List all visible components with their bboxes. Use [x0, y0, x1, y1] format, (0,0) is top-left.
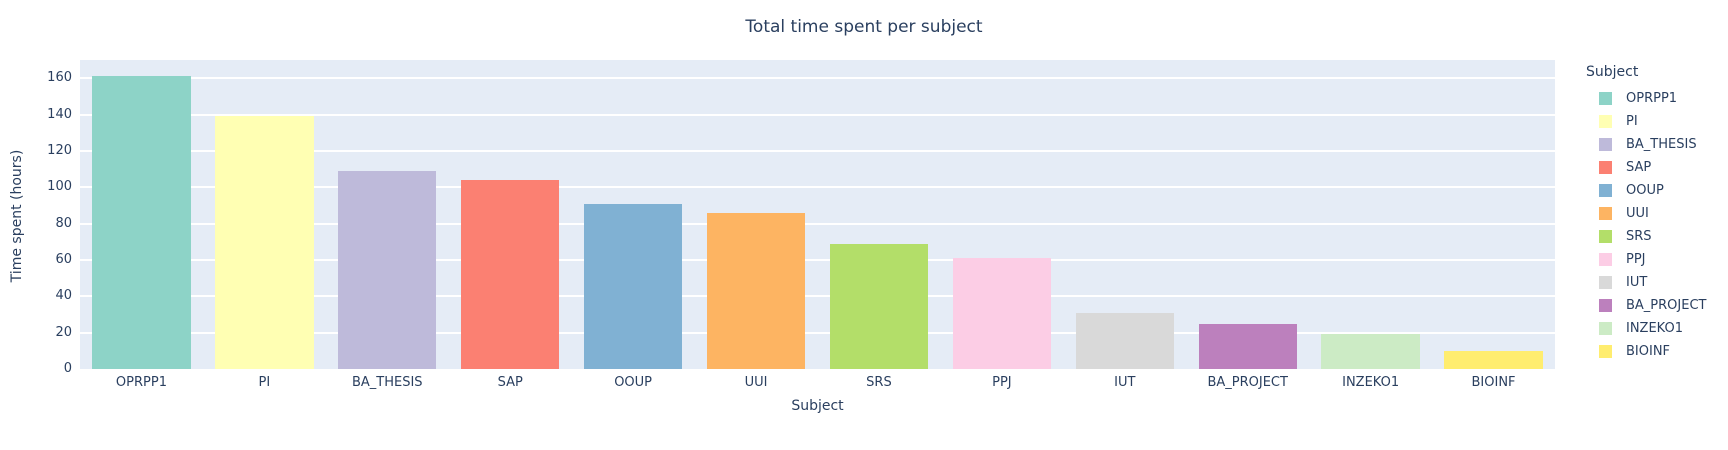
bar-SRS[interactable]: [829, 243, 929, 369]
y-tick-label-0: 0: [63, 361, 72, 376]
gridline-y-40: [80, 295, 1555, 298]
legend-swatch-INZEKO1: [1599, 322, 1612, 335]
gridline-y-100: [80, 186, 1555, 189]
legend: Subject OPRPP1 PI BA_THESIS SAP OOUP UUI SRS PP…: [1586, 64, 1706, 363]
legend-label-SRS: SRS: [1626, 229, 1652, 244]
gridline-y-20: [80, 331, 1555, 334]
gridline-y-160: [80, 77, 1555, 80]
x-tick-label-BIOINF: BIOINF: [1471, 375, 1516, 390]
x-tick-label-SRS: SRS: [866, 375, 892, 390]
legend-item-OOUP[interactable]: OOUP: [1586, 179, 1706, 202]
y-tick-label-20: 20: [55, 324, 72, 340]
legend-label-PI: PI: [1626, 114, 1638, 129]
legend-item-PI[interactable]: PI: [1586, 110, 1706, 133]
bar-PPJ[interactable]: [952, 258, 1052, 369]
bar-BA_PROJECT[interactable]: [1198, 323, 1297, 369]
x-tick-label-BA_THESIS: BA_THESIS: [351, 375, 423, 390]
y-axis-title: Time spent (hours): [9, 149, 25, 283]
bar-OPRPP1[interactable]: [92, 76, 191, 369]
bar-PI[interactable]: [215, 116, 314, 369]
bar-BA_THESIS[interactable]: [338, 170, 437, 369]
legend-swatch-OPRPP1: [1599, 92, 1612, 105]
legend-item-UUI[interactable]: UUI: [1586, 202, 1706, 225]
y-tick-label-160: 160: [47, 70, 72, 86]
bar-BIOINF[interactable]: [1444, 350, 1543, 369]
legend-label-IUT: IUT: [1626, 275, 1648, 290]
legend-item-INZEKO1[interactable]: INZEKO1: [1586, 317, 1706, 340]
bar-UUI[interactable]: [706, 212, 806, 369]
legend-label-BA_THESIS: BA_THESIS: [1626, 137, 1697, 152]
y-tick-label-120: 120: [47, 142, 72, 158]
legend-item-BA_THESIS[interactable]: BA_THESIS: [1586, 133, 1706, 156]
legend-swatch-PI: [1599, 115, 1612, 128]
x-tick-label-UUI: UUI: [744, 375, 768, 390]
legend-item-OPRPP1[interactable]: OPRPP1: [1586, 87, 1706, 110]
x-tick-label-OOUP: OOUP: [614, 375, 653, 390]
legend-swatch-BIOINF: [1599, 345, 1612, 358]
x-tick-label-SAP: SAP: [497, 375, 523, 390]
x-tick-label-BA_PROJECT: BA_PROJECT: [1207, 375, 1288, 390]
legend-item-SAP[interactable]: SAP: [1586, 156, 1706, 179]
legend-label-BIOINF: BIOINF: [1626, 344, 1671, 359]
y-tick-label-80: 80: [55, 215, 72, 231]
y-tick-label-140: 140: [47, 106, 72, 122]
legend-swatch-UUI: [1599, 207, 1612, 220]
chart-title: Total time spent per subject: [745, 17, 983, 37]
legend-label-SAP: SAP: [1626, 160, 1652, 175]
legend-label-PPJ: PPJ: [1626, 252, 1646, 267]
legend-swatch-BA_PROJECT: [1599, 299, 1612, 312]
x-tick-label-IUT: IUT: [1114, 375, 1136, 390]
legend-items: OPRPP1 PI BA_THESIS SAP OOUP UUI SRS PPJ IUT BA_P…: [1586, 87, 1706, 363]
x-tick-label-OPRPP1: OPRPP1: [115, 375, 167, 390]
legend-label-OOUP: OOUP: [1626, 183, 1664, 198]
plot-area[interactable]: [80, 60, 1555, 369]
bar-INZEKO1[interactable]: [1321, 334, 1420, 369]
legend-label-INZEKO1: INZEKO1: [1626, 321, 1683, 336]
legend-item-IUT[interactable]: IUT: [1586, 271, 1706, 294]
bar-IUT[interactable]: [1075, 312, 1174, 369]
bar-SAP[interactable]: [461, 179, 560, 369]
gridline-y-80: [80, 222, 1555, 225]
legend-swatch-PPJ: [1599, 253, 1612, 266]
x-tick-label-PPJ: PPJ: [992, 375, 1012, 390]
y-tick-label-60: 60: [55, 251, 72, 267]
legend-swatch-BA_THESIS: [1599, 138, 1612, 151]
y-tick-label-40: 40: [55, 288, 72, 304]
bar-OOUP[interactable]: [583, 203, 683, 369]
legend-title: Subject: [1586, 64, 1639, 80]
x-tick-label-PI: PI: [258, 375, 271, 390]
legend-item-BIOINF[interactable]: BIOINF: [1586, 340, 1706, 363]
gridline-y-140: [80, 113, 1555, 116]
legend-item-BA_PROJECT[interactable]: BA_PROJECT: [1586, 294, 1706, 317]
gridline-y-120: [80, 149, 1555, 152]
gridline-y-60: [80, 258, 1555, 261]
x-tick-label-INZEKO1: INZEKO1: [1342, 375, 1400, 390]
legend-swatch-SRS: [1599, 230, 1612, 243]
legend-swatch-IUT: [1599, 276, 1612, 289]
y-tick-label-100: 100: [47, 179, 72, 195]
legend-label-UUI: UUI: [1626, 206, 1649, 221]
legend-item-SRS[interactable]: SRS: [1586, 225, 1706, 248]
legend-label-OPRPP1: OPRPP1: [1626, 91, 1678, 106]
legend-swatch-SAP: [1599, 161, 1612, 174]
legend-item-PPJ[interactable]: PPJ: [1586, 248, 1706, 271]
legend-label-BA_PROJECT: BA_PROJECT: [1626, 298, 1707, 313]
x-axis-title: Subject: [791, 398, 844, 414]
legend-swatch-OOUP: [1599, 184, 1612, 197]
